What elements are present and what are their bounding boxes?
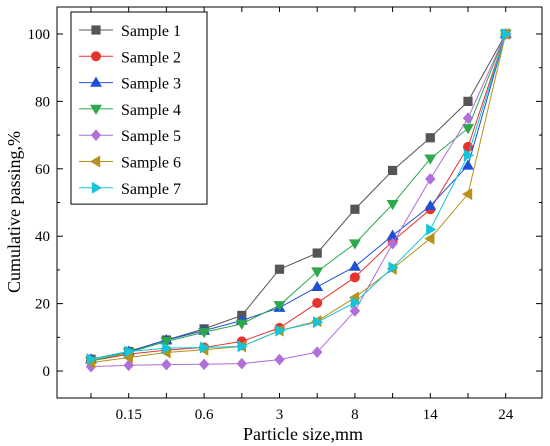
series-line — [90, 33, 507, 360]
marker-triangle-right — [463, 149, 474, 162]
marker-square — [463, 96, 473, 106]
marker-triangle-down — [424, 154, 437, 165]
marker-triangle-up — [90, 76, 102, 87]
marker-triangle-down — [160, 337, 173, 348]
marker-triangle-right — [199, 341, 211, 354]
marker-diamond — [462, 112, 474, 125]
legend-item: Sample 1 — [79, 23, 181, 40]
marker-triangle-down — [198, 328, 211, 339]
marker-diamond — [312, 346, 323, 358]
legend: Sample 1 Sample 2 Sample 3 Sample 4 Sample 5… — [70, 11, 208, 205]
series-7 — [86, 27, 512, 366]
marker-circle — [463, 141, 473, 152]
marker-triangle-right — [91, 181, 102, 194]
marker-triangle-down — [235, 319, 248, 330]
marker-diamond — [198, 358, 210, 371]
marker-square — [312, 248, 322, 258]
legend-label: Sample 3 — [121, 76, 181, 93]
marker-triangle-left — [462, 188, 473, 201]
marker-triangle-right — [237, 340, 248, 353]
x-tick-label: 14 — [423, 407, 439, 423]
marker-triangle-down — [90, 104, 102, 115]
marker-triangle-down — [348, 239, 361, 250]
marker-diamond — [161, 358, 172, 371]
y-tick-label: 20 — [35, 297, 50, 313]
legend-label: Sample 7 — [121, 181, 181, 198]
marker-triangle-right — [350, 296, 361, 309]
marker-triangle-right — [426, 223, 437, 236]
legend-label: Sample 5 — [121, 128, 181, 145]
y-tick-label: 100 — [28, 27, 51, 43]
marker-square — [350, 204, 360, 214]
legend-item: Sample 7 — [79, 181, 181, 198]
series-5 — [85, 28, 511, 373]
marker-circle — [349, 272, 360, 283]
marker-triangle-down — [462, 124, 474, 135]
y-tick-label: 0 — [43, 364, 51, 380]
marker-square — [425, 133, 435, 143]
marker-triangle-left — [122, 351, 133, 364]
marker-triangle-right — [501, 27, 512, 40]
marker-triangle-down — [311, 267, 324, 278]
y-axis: 0 20 40 60 80 100 — [28, 27, 542, 380]
legend-label: Sample 1 — [121, 23, 181, 40]
marker-diamond — [90, 129, 102, 141]
marker-diamond — [123, 359, 134, 372]
marker-diamond — [349, 305, 361, 317]
x-axis-label: Particle size,mm — [243, 424, 363, 444]
marker-triangle-right — [86, 353, 97, 366]
marker-circle — [91, 51, 101, 62]
marker-triangle-right — [162, 342, 173, 355]
legend-item: Sample 2 — [79, 49, 181, 66]
legend-item: Sample 4 — [79, 102, 181, 119]
marker-triangle-left — [90, 155, 101, 168]
x-tick-label: 8 — [351, 407, 359, 423]
marker-triangle-down — [386, 199, 399, 211]
marker-triangle-right — [313, 316, 324, 329]
legend-label: Sample 6 — [121, 155, 181, 172]
marker-triangle-right — [124, 345, 135, 358]
x-tick-label: 0.6 — [195, 407, 214, 423]
legend-box — [70, 11, 208, 205]
legend-label: Sample 2 — [121, 49, 181, 66]
x-axis: 0.15 0.6 3 8 14 24 — [90, 7, 514, 423]
marker-diamond — [274, 353, 285, 366]
marker-square — [388, 165, 398, 176]
series-line — [90, 33, 507, 368]
y-axis-label: Cumulative passing,% — [4, 131, 24, 293]
y-tick-label: 80 — [35, 94, 50, 110]
marker-diamond — [236, 357, 247, 370]
y-tick-label: 60 — [35, 162, 50, 178]
x-tick-label: 0.15 — [116, 407, 142, 423]
series-layer — [85, 27, 512, 373]
marker-triangle-left — [424, 232, 435, 245]
marker-triangle-up — [311, 280, 324, 291]
x-tick-label: 24 — [498, 407, 514, 423]
legend-label: Sample 4 — [121, 102, 181, 119]
legend-item: Sample 5 — [79, 128, 181, 145]
marker-triangle-right — [275, 324, 286, 337]
marker-square — [91, 25, 101, 35]
marker-triangle-right — [388, 261, 399, 274]
marker-triangle-up — [386, 229, 399, 240]
marker-triangle-up — [348, 260, 361, 271]
y-tick-label: 40 — [35, 229, 50, 245]
series-line — [90, 33, 507, 360]
marker-square — [274, 264, 285, 274]
marker-diamond — [387, 237, 398, 250]
marker-diamond — [425, 173, 436, 185]
legend-item: Sample 3 — [79, 76, 181, 93]
marker-triangle-down — [273, 301, 286, 312]
series-line — [90, 33, 507, 362]
marker-triangle-up — [424, 199, 437, 211]
marker-circle — [312, 297, 323, 308]
marker-triangle-up — [462, 159, 474, 170]
legend-item: Sample 6 — [79, 155, 181, 172]
x-tick-label: 3 — [276, 407, 284, 423]
